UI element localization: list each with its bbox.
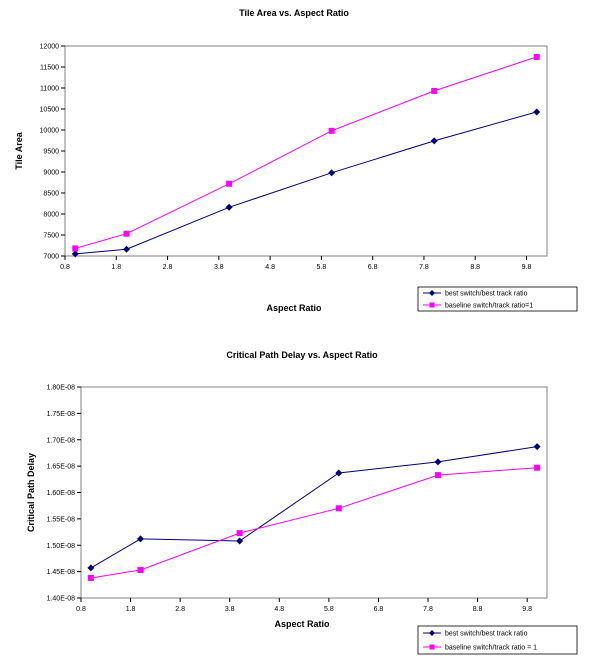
critical-path-delay-chart: Critical Path Delay vs. Aspect Ratio 1.40…: [0, 330, 597, 656]
critical-path-delay-x-axis-label: Aspect Ratio: [274, 619, 330, 629]
tile-area-legend-swatch-marker: [429, 290, 435, 296]
critical-path-delay-series-1-point: [335, 469, 343, 477]
tile-area-series-1-point: [123, 245, 131, 253]
critical-path-delay-x-tick-label: 2.8: [175, 606, 185, 613]
tile-area-x-tick-label: 8.8: [470, 264, 480, 271]
tile-area-x-tick-label: 2.8: [163, 264, 173, 271]
tile-area-series-2-point: [72, 245, 79, 252]
critical-path-delay-y-axis-label: Critical Path Delay: [26, 453, 36, 532]
critical-path-delay-series-2-point: [137, 567, 144, 574]
tile-area-series-2-point: [123, 230, 130, 237]
critical-path-delay-y-tick-label: 1.65E-08: [47, 464, 76, 471]
critical-path-delay-legend: [417, 625, 578, 655]
tile-area-x-tick-label: 7.8: [419, 264, 429, 271]
tile-area-y-tick-label: 10000: [40, 128, 60, 135]
tile-area-legend-label: baseline switch/track ratio=1: [445, 303, 533, 310]
critical-path-delay-series-2-point: [236, 530, 243, 537]
tile-area-x-tick-label: 1.8: [111, 264, 121, 271]
critical-path-delay-legend-label: best switch/best track ratio: [445, 631, 528, 638]
critical-path-delay-series-2-point: [335, 505, 342, 512]
tile-area-chart-title: Tile Area vs. Aspect Ratio: [239, 8, 349, 18]
tile-area-legend-swatch-marker: [429, 302, 435, 308]
critical-path-delay-legend-swatch-marker: [429, 630, 435, 636]
critical-path-delay-series-1-point: [236, 537, 244, 545]
critical-path-delay-series-1-point: [87, 564, 95, 572]
tile-area-y-tick-label: 9500: [43, 149, 59, 156]
critical-path-delay-y-tick-label: 1.70E-08: [47, 437, 76, 444]
critical-path-delay-series-1-point: [136, 535, 144, 543]
tile-area-y-tick-label: 8000: [43, 212, 59, 219]
critical-path-delay-x-tick-label: 6.8: [374, 606, 384, 613]
tile-area-series-1-point: [430, 137, 438, 145]
critical-path-delay-series-2-point: [87, 574, 94, 581]
tile-area-chart: Tile Area vs. Aspect Ratio 7000 7500 8000 85…: [0, 0, 597, 320]
tile-area-x-tick-label: 3.8: [214, 264, 224, 271]
critical-path-delay-legend-label: baseline switch/track ratio = 1: [445, 645, 537, 652]
critical-path-delay-legend-swatch-marker: [429, 644, 435, 650]
tile-area-chart-svg: Tile Area vs. Aspect Ratio 7000 7500 8000 85…: [14, 8, 578, 313]
critical-path-delay-y-tick-label: 1.50E-08: [47, 543, 76, 550]
tile-area-series-1-point: [71, 250, 79, 258]
tile-area-series-2-point: [226, 180, 233, 187]
tile-area-series-2-point: [328, 127, 335, 134]
tile-area-series-1-point: [225, 203, 233, 211]
tile-area-y-tick-label: 10500: [40, 107, 60, 114]
tile-area-x-tick-label: 0.8: [60, 264, 70, 271]
critical-path-delay-series-2-point: [434, 472, 441, 479]
critical-path-delay-y-tick-label: 1.40E-08: [47, 596, 76, 603]
critical-path-delay-x-tick-label: 8.8: [473, 606, 483, 613]
tile-area-x-tick-label: 4.8: [265, 264, 275, 271]
tile-area-series-1-point: [533, 108, 541, 116]
critical-path-delay-series-2-point: [534, 464, 541, 471]
tile-area-y-tick-label: 11000: [40, 86, 59, 93]
critical-path-delay-chart-title: Critical Path Delay vs. Aspect Ratio: [226, 350, 378, 360]
tile-area-x-tick-label: 5.8: [317, 264, 327, 271]
tile-area-x-axis-label: Aspect Ratio: [266, 303, 322, 313]
critical-path-delay-y-tick-label: 1.55E-08: [47, 516, 76, 523]
critical-path-delay-x-tick-label: 7.8: [423, 606, 433, 613]
critical-path-delay-x-tick-label: 4.8: [274, 606, 284, 613]
tile-area-legend: [417, 286, 578, 312]
tile-area-x-tick-label: 6.8: [368, 264, 378, 271]
critical-path-delay-series-1-point: [533, 443, 541, 451]
tile-area-y-tick-label: 8500: [43, 191, 59, 198]
tile-area-series-2-line: [75, 56, 537, 249]
critical-path-delay-series-1-line: [90, 446, 538, 569]
tile-area-x-tick-label: 9.8: [522, 264, 532, 271]
critical-path-delay-y-tick-label: 1.60E-08: [47, 490, 76, 497]
critical-path-delay-chart-svg: Critical Path Delay vs. Aspect Ratio 1.40…: [26, 350, 578, 655]
tile-area-y-tick-label: 11500: [40, 65, 59, 72]
tile-area-y-tick-label: 12000: [40, 44, 60, 51]
tile-area-y-tick-label: 9000: [43, 170, 59, 177]
tile-area-series-1-line: [75, 111, 537, 255]
critical-path-delay-series-1-point: [434, 458, 442, 466]
tile-area-series-1-point: [328, 169, 336, 177]
tile-area-y-tick-label: 7500: [43, 233, 59, 240]
tile-area-y-tick-label: 7000: [43, 254, 59, 261]
tile-area-series-2-point: [533, 53, 540, 60]
critical-path-delay-x-tick-label: 5.8: [324, 606, 334, 613]
critical-path-delay-x-tick-label: 3.8: [225, 606, 235, 613]
tile-area-series-2-point: [431, 87, 438, 94]
critical-path-delay-series-2-line: [90, 467, 538, 579]
critical-path-delay-x-tick-label: 9.8: [522, 606, 532, 613]
critical-path-delay-y-tick-label: 1.75E-08: [47, 411, 76, 418]
critical-path-delay-y-tick-label: 1.80E-08: [47, 385, 76, 392]
critical-path-delay-y-tick-label: 1.45E-08: [47, 569, 76, 576]
tile-area-legend-label: best switch/best track ratio: [445, 291, 528, 298]
tile-area-y-axis-label: Tile Area: [14, 131, 24, 170]
critical-path-delay-x-tick-label: 1.8: [126, 606, 136, 613]
critical-path-delay-x-tick-label: 0.8: [76, 606, 86, 613]
